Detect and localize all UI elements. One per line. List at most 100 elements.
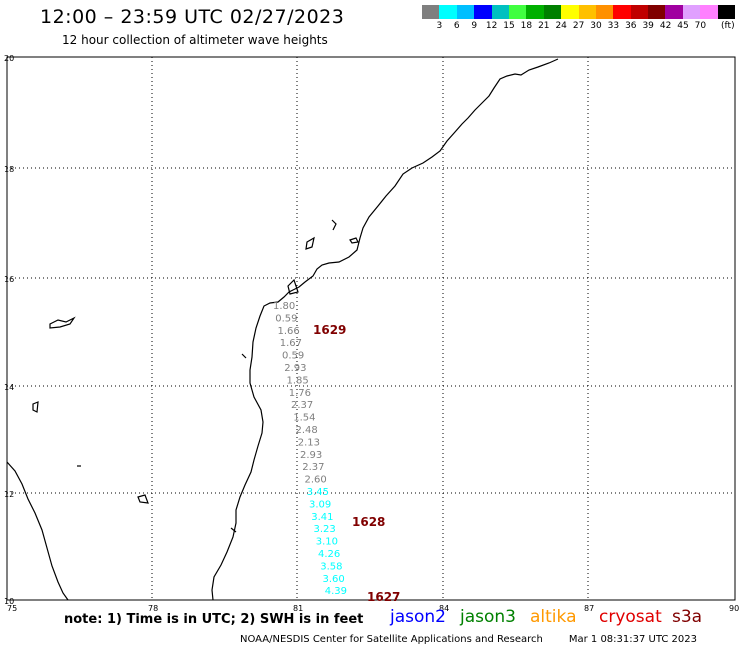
wave-height-value: 0.59 — [275, 313, 297, 324]
color-swatch — [474, 5, 492, 19]
wave-height-value: 3.60 — [323, 574, 345, 585]
wave-height-value: 3.09 — [309, 499, 331, 510]
map-title: 12:00 – 23:59 UTC 02/27/2023 — [40, 6, 345, 28]
color-scale-label: 3 — [436, 21, 443, 31]
wave-height-value: 4.39 — [325, 586, 347, 597]
color-swatch — [578, 5, 596, 19]
wave-height-value: 2.93 — [300, 450, 322, 461]
color-swatch — [456, 5, 475, 19]
latitude-tick-label: 20 — [4, 54, 14, 63]
satellite-legend-item: jason2 — [390, 607, 446, 627]
wave-height-value: 2.93 — [284, 363, 306, 374]
island-coastline — [49, 316, 76, 329]
color-scale-label: 12 — [485, 21, 498, 31]
wave-height-value: 1.54 — [293, 413, 315, 424]
wave-height-value: 3.45 — [307, 487, 329, 498]
generation-timestamp: Mar 1 08:31:37 UTC 2023 — [568, 634, 697, 645]
satellite-legend-item: altika — [530, 607, 577, 627]
color-swatch — [439, 5, 457, 19]
color-swatch — [508, 5, 527, 19]
color-scale-label: 42 — [659, 21, 672, 31]
pass-label: 1627 — [367, 590, 400, 604]
island-coastline — [305, 236, 315, 250]
wave-height-value: 4.26 — [318, 549, 340, 560]
color-swatch — [595, 5, 614, 19]
color-scale-label: 6 — [453, 21, 460, 31]
color-swatch — [526, 5, 544, 19]
color-scale-label: 45 — [677, 21, 689, 31]
color-swatch — [648, 5, 666, 19]
color-swatch — [613, 5, 631, 19]
color-swatch — [422, 5, 440, 19]
latitude-tick-label: 12 — [4, 490, 14, 499]
map-subtitle: 12 hour collection of altimeter wave hei… — [62, 33, 328, 47]
island-coastline — [32, 401, 39, 413]
color-swatch — [543, 5, 562, 19]
color-swatch — [700, 5, 718, 19]
island-coastline — [287, 278, 299, 295]
axis-tick-labels: 75 78 81 84 87 90 20 18 16 14 12 10 — [4, 54, 739, 613]
wave-height-value: 1.67 — [280, 338, 302, 349]
longitude-tick-label: 90 — [729, 604, 739, 613]
color-scale-label: 9 — [471, 21, 478, 31]
color-scale-label: 27 — [572, 21, 585, 31]
color-scale-label: 70 — [694, 21, 707, 31]
satellite-legend-item: cryosat — [599, 607, 662, 627]
island-coastline — [331, 219, 337, 231]
island-coastline — [137, 494, 149, 504]
latitude-tick-label: 16 — [4, 275, 14, 284]
wave-height-value: 0.59 — [282, 351, 304, 362]
color-scale-label: (ft) — [721, 21, 735, 31]
island-coastline — [349, 237, 359, 244]
satellite-legend-item: jason3 — [460, 607, 516, 627]
wave-height-value: 1.85 — [287, 375, 309, 386]
wave-height-value: 2.37 — [291, 400, 313, 411]
latitude-tick-label: 18 — [4, 165, 14, 174]
longitude-tick-label: 87 — [584, 604, 594, 613]
longitude-tick-label: 75 — [7, 604, 17, 613]
mainland-coastline — [211, 58, 559, 601]
longitude-tick-label: 78 — [148, 604, 158, 613]
wave-height-value: 2.48 — [296, 425, 318, 436]
latitude-tick-label: 10 — [4, 597, 14, 606]
map-frame — [6, 56, 736, 601]
color-scale-label: 33 — [607, 21, 620, 31]
wave-height-value: 3.58 — [320, 561, 342, 572]
coastline — [6, 58, 559, 601]
pass-labels: 1629 1628 1627 — [313, 323, 400, 604]
color-swatch — [665, 5, 683, 19]
pass-label: 1629 — [313, 323, 346, 337]
wave-height-value: 2.37 — [302, 462, 324, 473]
color-swatch — [491, 5, 509, 19]
color-scale-label: 15 — [503, 21, 515, 31]
color-scale-bar — [422, 5, 736, 19]
wave-height-value: 1.80 — [273, 301, 295, 312]
color-scale-label: 30 — [590, 21, 602, 31]
color-swatch — [717, 5, 736, 19]
wave-height-value: 2.60 — [305, 475, 327, 486]
longitude-tick-label: 81 — [293, 604, 303, 613]
wave-height-value: 1.66 — [278, 326, 300, 337]
color-scale-label: 18 — [520, 21, 533, 31]
wave-height-values: 1.800.591.661.670.592.931.851.762.371.54… — [273, 301, 347, 597]
west-coastline — [6, 461, 69, 601]
island-coastline — [230, 527, 237, 533]
color-swatch — [630, 5, 649, 19]
color-scale-label: 21 — [538, 21, 550, 31]
wave-height-value: 3.41 — [311, 512, 333, 523]
color-scale-label: 36 — [625, 21, 637, 31]
wave-height-value: 3.23 — [314, 524, 336, 535]
color-scale-label: 24 — [555, 21, 567, 31]
pass-label: 1628 — [352, 515, 385, 529]
island-coastline — [241, 353, 247, 359]
wave-height-value: 1.76 — [289, 388, 311, 399]
footnote: note: 1) Time is in UTC; 2) SWH is in fe… — [64, 612, 364, 627]
color-swatch — [682, 5, 701, 19]
graticule-grid — [7, 57, 735, 600]
latitude-tick-label: 14 — [4, 383, 14, 392]
credit-line: NOAA/NESDIS Center for Satellite Applica… — [240, 634, 697, 645]
wave-height-value: 3.10 — [316, 537, 338, 548]
credit-text: NOAA/NESDIS Center for Satellite Applica… — [240, 634, 543, 645]
satellite-legend-item: s3a — [672, 607, 703, 627]
